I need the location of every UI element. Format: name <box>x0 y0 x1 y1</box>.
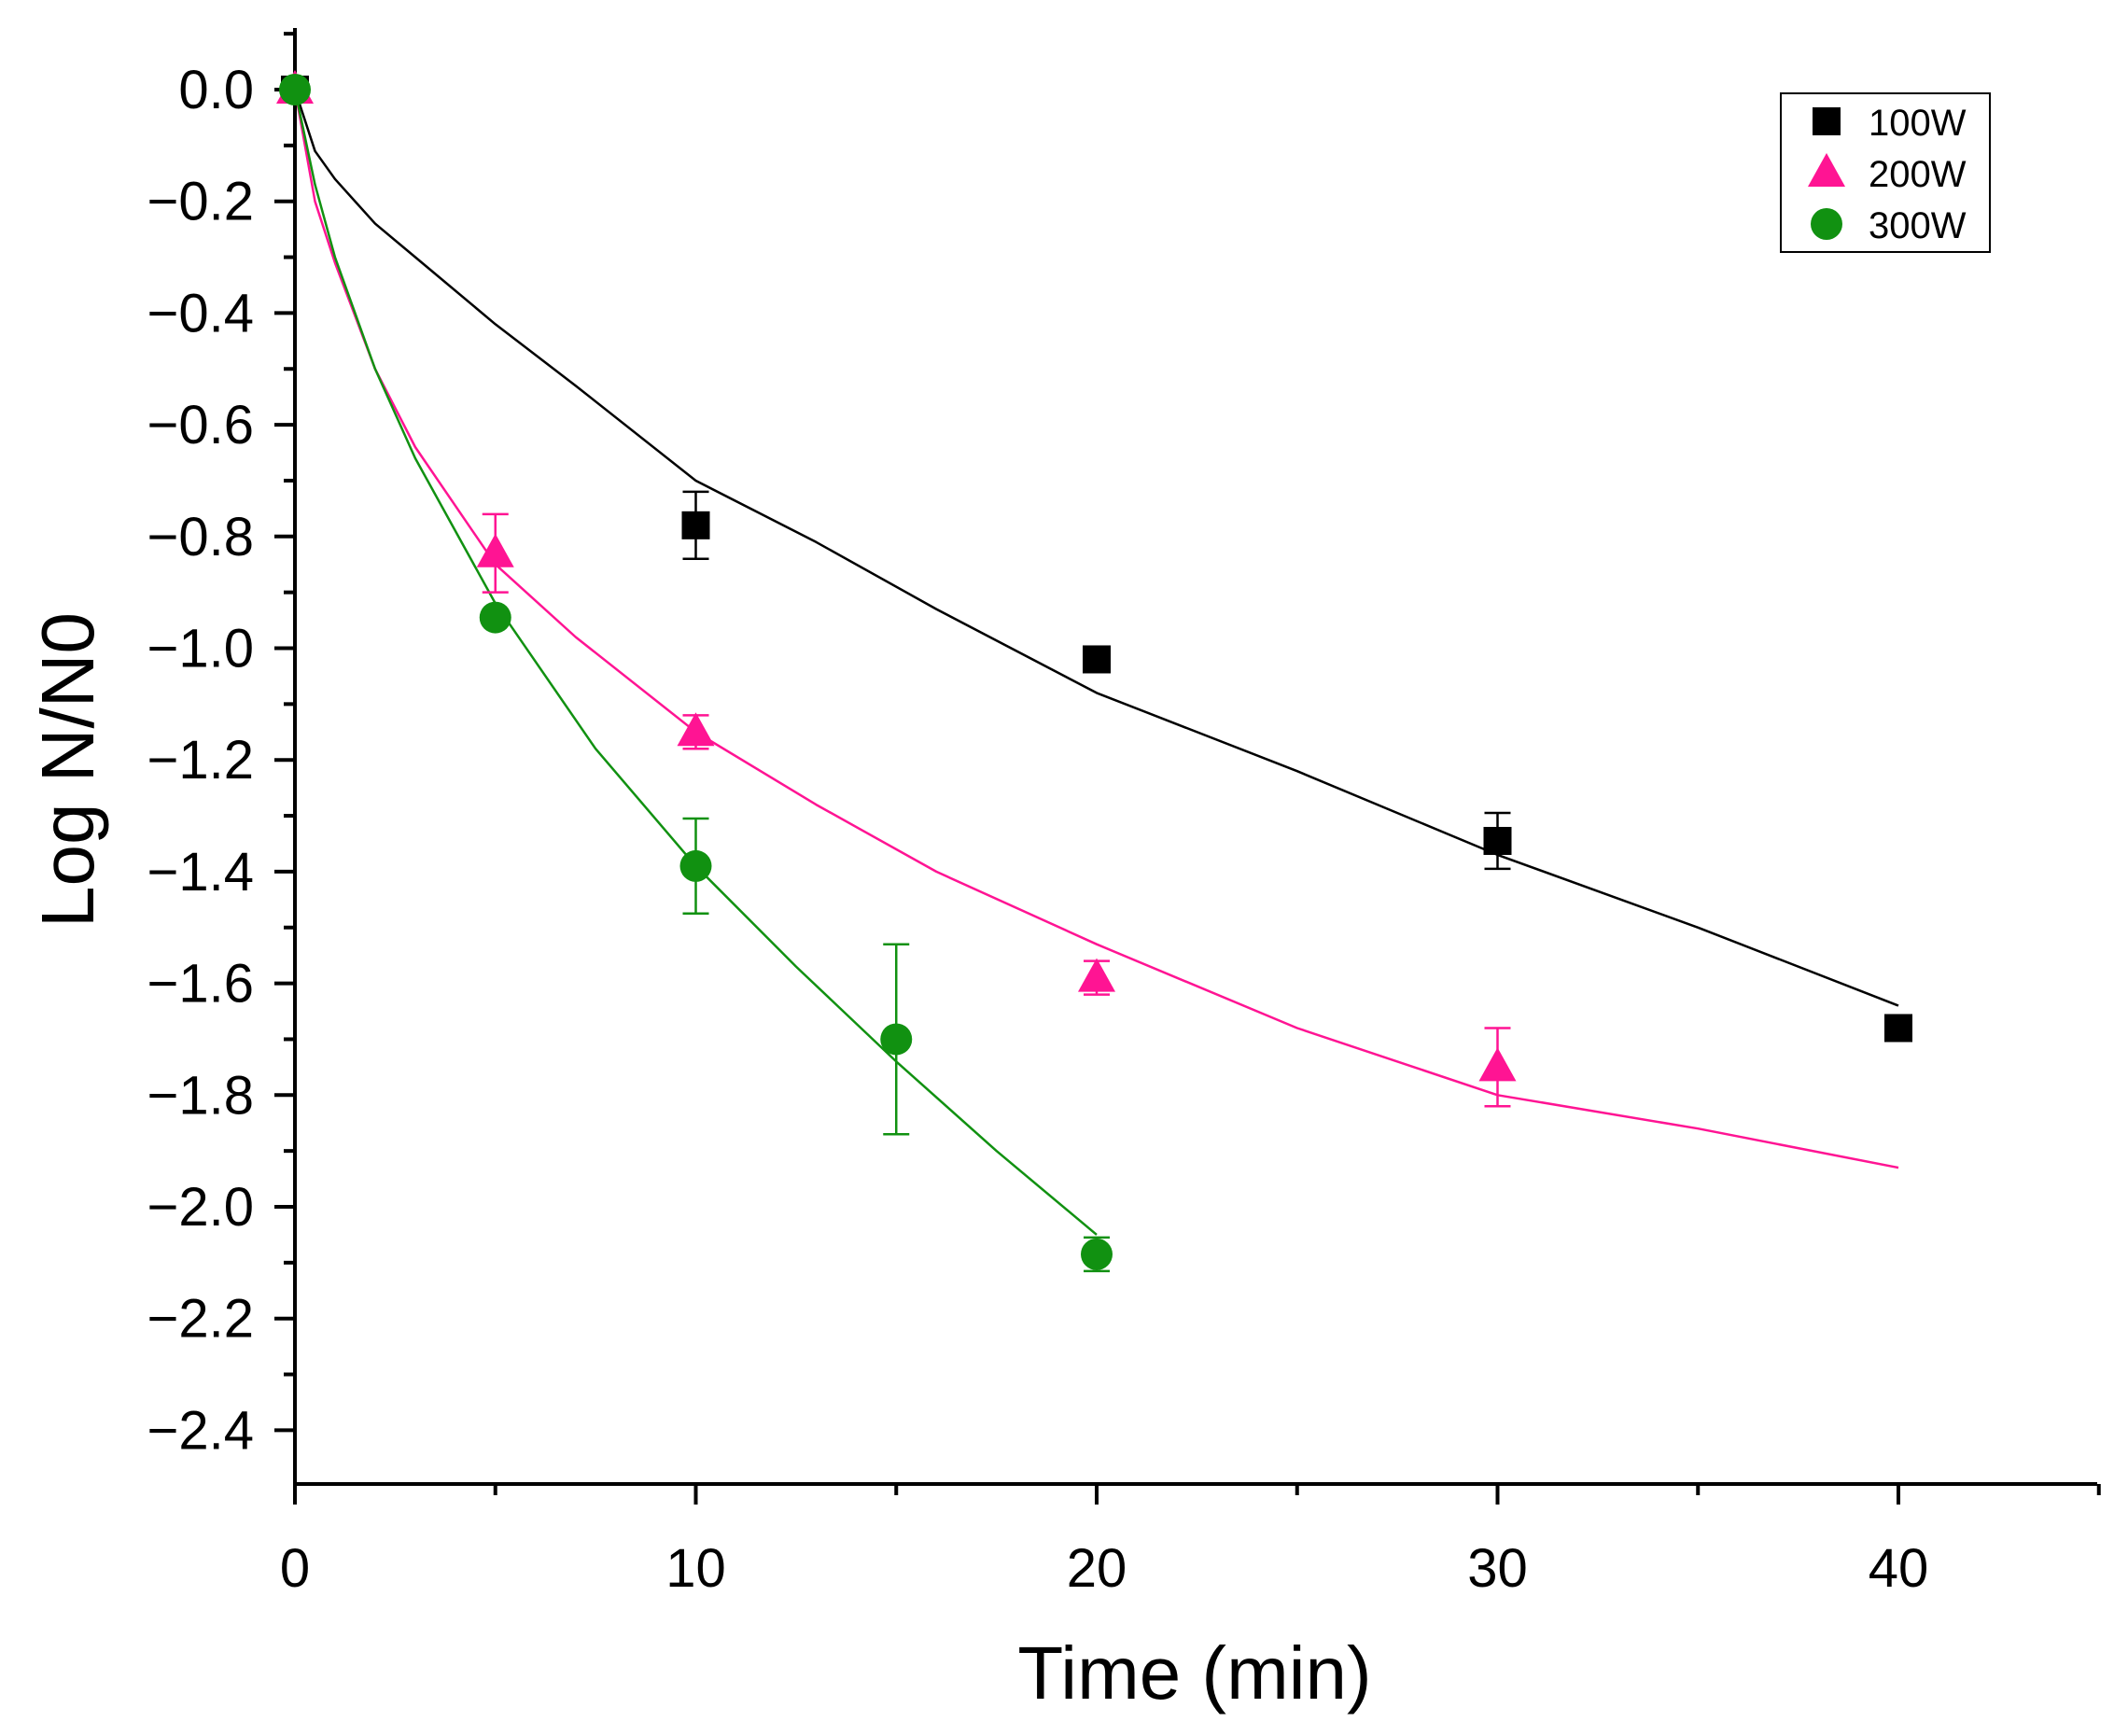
fit-curve-300w <box>293 89 1098 1236</box>
y-tick-label: −2.0 <box>147 1177 255 1238</box>
data-point-300w <box>880 1023 913 1056</box>
legend-label-300w: 300W <box>1869 205 1967 246</box>
legend-marker-100w <box>1813 107 1841 135</box>
data-point-100w <box>1884 1014 1912 1043</box>
x-tick-label: 30 <box>1467 1538 1528 1599</box>
legend: 100W 200W 300W <box>1780 92 1991 253</box>
x-tick-label: 20 <box>1067 1538 1127 1599</box>
data-point-100w <box>1483 826 1512 855</box>
legend-label-100w: 100W <box>1869 103 1967 144</box>
data-point-200w <box>1478 1047 1517 1082</box>
y-axis-label: Log N/N0 <box>26 612 109 928</box>
x-axis-label: Time (min) <box>1017 1631 1371 1715</box>
data-point-300w <box>679 849 712 882</box>
data-point-200w <box>677 712 715 747</box>
y-tick-label: −1.2 <box>147 730 255 791</box>
data-point-200w <box>1078 958 1115 992</box>
fit-curve-200w <box>293 89 1899 1169</box>
fit-curve-100w <box>293 89 1899 1007</box>
error-bars <box>482 490 1511 1273</box>
y-tick-label: 0.0 <box>178 60 254 120</box>
y-tick-label: −0.6 <box>147 395 255 455</box>
x-tick-label: 40 <box>1869 1538 1929 1599</box>
y-tick-label: −0.4 <box>147 283 255 343</box>
y-tick-label: −2.2 <box>147 1289 255 1350</box>
x-tick-label: 0 <box>280 1538 310 1599</box>
data-point-200w <box>476 533 514 567</box>
data-point-300w <box>279 74 311 105</box>
y-tick-label: −2.4 <box>147 1400 255 1461</box>
legend-marker-200w <box>1808 153 1845 187</box>
data-point-100w <box>1083 645 1111 674</box>
y-tick-label: −1.4 <box>147 842 255 903</box>
y-tick-label: −1.6 <box>147 954 255 1015</box>
y-tick-label: −0.8 <box>147 507 255 567</box>
legend-label-200w: 200W <box>1869 154 1967 195</box>
x-tick-label: 10 <box>665 1538 726 1599</box>
data-point-300w <box>1081 1238 1113 1270</box>
y-tick-label: −1.8 <box>147 1065 255 1126</box>
axes: 0 10 20 30 40 0.0 −0.2 −0.4 −0.6 −0.8 −1.0 −1.2 −1.4… <box>147 28 2101 1599</box>
y-tick-label: −1.0 <box>147 619 255 679</box>
data-point-100w <box>681 511 710 539</box>
data-points <box>276 70 1912 1270</box>
legend-marker-300w <box>1811 208 1842 240</box>
data-point-300w <box>479 601 511 634</box>
y-tick-label: −0.2 <box>147 172 255 232</box>
